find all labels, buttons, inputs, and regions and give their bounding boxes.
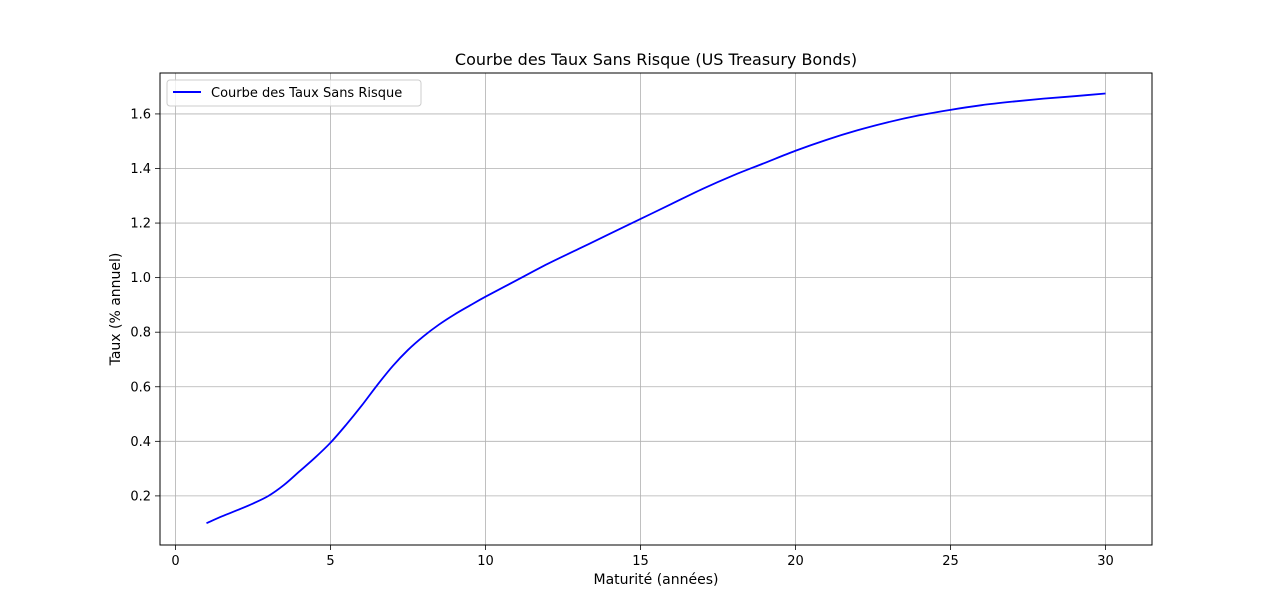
plot-area	[160, 73, 1152, 545]
chart-title: Courbe des Taux Sans Risque (US Treasury…	[455, 50, 857, 69]
y-tick-label: 1.2	[130, 217, 151, 232]
y-tick-label: 0.2	[130, 489, 151, 504]
x-tick-label: 25	[942, 554, 959, 569]
y-tick-label: 1.0	[130, 271, 151, 286]
legend: Courbe des Taux Sans Risque	[166, 79, 422, 107]
x-tick-label: 0	[171, 554, 179, 569]
y-tick-label: 0.6	[130, 380, 151, 395]
y-axis-ticks: 0.2 0.4 0.6 0.8 1.0 1.2 1.4 1.6	[130, 107, 160, 504]
x-tick-label: 20	[787, 554, 804, 569]
series-layer	[206, 92, 1106, 524]
x-axis-ticks: 0 5 10 15 20 25 30	[171, 545, 1114, 569]
grid	[160, 73, 1152, 545]
x-tick-label: 15	[632, 554, 649, 569]
plot-frame	[159, 72, 1153, 546]
y-tick-label: 1.6	[130, 107, 151, 122]
x-tick-label: 30	[1097, 554, 1114, 569]
x-axis-label: Maturité (années)	[594, 572, 719, 588]
legend-label: Courbe des Taux Sans Risque	[211, 86, 402, 101]
x-tick-label: 10	[477, 554, 494, 569]
x-tick-label: 5	[326, 554, 334, 569]
y-axis-label: Taux (% annuel)	[108, 253, 124, 367]
legend-box	[166, 79, 422, 107]
series-line	[206, 92, 1106, 524]
y-tick-label: 0.4	[130, 435, 151, 450]
y-tick-label: 1.4	[130, 162, 151, 177]
y-tick-label: 0.8	[130, 326, 151, 341]
